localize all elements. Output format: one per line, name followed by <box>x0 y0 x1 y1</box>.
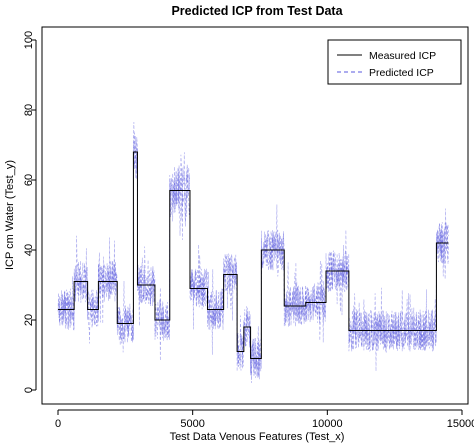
y-tick-label: 0 <box>23 387 35 393</box>
legend-measured-label: Measured ICP <box>369 50 436 62</box>
y-axis: 0 20 40 60 80 100 <box>23 31 37 393</box>
x-tick-label: 10000 <box>312 418 343 430</box>
y-axis-label: ICP cm Water (Test_y) <box>4 160 16 270</box>
y-tick-label: 40 <box>23 244 35 256</box>
plot-frame <box>41 26 469 405</box>
legend: Measured ICP Predicted ICP <box>327 39 462 85</box>
chart-title: Predicted ICP from Test Data <box>171 4 343 18</box>
y-tick-label: 20 <box>23 314 35 326</box>
y-tick-label: 100 <box>23 31 35 49</box>
x-tick-label: 0 <box>55 418 61 430</box>
y-tick-label: 80 <box>23 104 35 116</box>
x-tick-label: 5000 <box>180 418 204 430</box>
measured-series <box>58 151 449 359</box>
y-tick-label: 60 <box>23 174 35 186</box>
legend-box <box>327 39 462 85</box>
predicted-series <box>57 121 449 384</box>
legend-predicted-label: Predicted ICP <box>369 67 434 79</box>
x-axis-label: Test Data Venous Features (Test_x) <box>170 431 345 443</box>
measured-line <box>58 151 449 359</box>
